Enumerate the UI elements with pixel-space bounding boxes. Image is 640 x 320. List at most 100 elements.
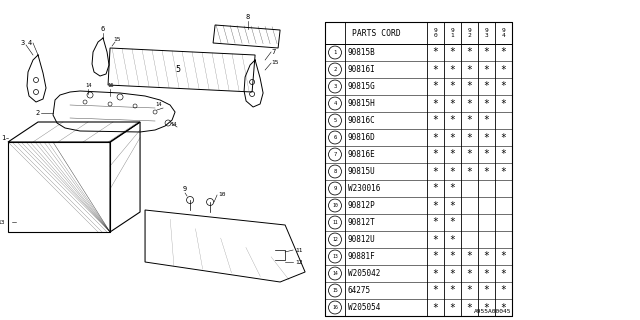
Text: 9
1: 9 1 bbox=[451, 28, 454, 38]
Text: *: * bbox=[467, 149, 472, 159]
Text: *: * bbox=[467, 132, 472, 142]
Text: *: * bbox=[449, 132, 456, 142]
Text: *: * bbox=[467, 268, 472, 278]
Text: 90816E: 90816E bbox=[348, 150, 376, 159]
Text: 4: 4 bbox=[333, 101, 337, 106]
Text: 1: 1 bbox=[333, 50, 337, 55]
Text: *: * bbox=[500, 149, 506, 159]
Text: *: * bbox=[467, 65, 472, 75]
Text: *: * bbox=[484, 149, 490, 159]
Text: *: * bbox=[433, 65, 438, 75]
Text: *: * bbox=[433, 99, 438, 108]
Text: 8: 8 bbox=[333, 169, 337, 174]
Text: 4: 4 bbox=[28, 40, 32, 46]
Text: 64275: 64275 bbox=[348, 286, 371, 295]
Text: 10: 10 bbox=[332, 203, 338, 208]
Text: 9
4: 9 4 bbox=[502, 28, 506, 38]
Text: *: * bbox=[433, 47, 438, 58]
Text: *: * bbox=[484, 65, 490, 75]
Text: *: * bbox=[433, 268, 438, 278]
Text: 90881F: 90881F bbox=[348, 252, 376, 261]
Text: 15: 15 bbox=[271, 60, 278, 66]
Text: *: * bbox=[500, 252, 506, 261]
Text: *: * bbox=[433, 82, 438, 92]
Text: W230016: W230016 bbox=[348, 184, 380, 193]
Text: *: * bbox=[500, 285, 506, 295]
Text: *: * bbox=[449, 47, 456, 58]
Bar bbox=[325, 22, 512, 316]
Text: 5: 5 bbox=[333, 118, 337, 123]
Text: *: * bbox=[484, 166, 490, 177]
Text: 7: 7 bbox=[333, 152, 337, 157]
Text: *: * bbox=[449, 252, 456, 261]
Text: 90816D: 90816D bbox=[348, 133, 376, 142]
Text: PARTS CORD: PARTS CORD bbox=[351, 28, 401, 37]
Text: 3: 3 bbox=[20, 40, 25, 46]
Text: *: * bbox=[449, 166, 456, 177]
Text: *: * bbox=[500, 82, 506, 92]
Text: *: * bbox=[449, 302, 456, 313]
Text: *: * bbox=[433, 183, 438, 194]
Text: *: * bbox=[484, 302, 490, 313]
Text: 9
3: 9 3 bbox=[484, 28, 488, 38]
Text: W205042: W205042 bbox=[348, 269, 380, 278]
Text: *: * bbox=[433, 235, 438, 244]
Text: 11: 11 bbox=[332, 220, 338, 225]
Text: 14: 14 bbox=[332, 271, 338, 276]
Text: *: * bbox=[449, 201, 456, 211]
Text: *: * bbox=[484, 252, 490, 261]
Text: *: * bbox=[500, 268, 506, 278]
Text: 14: 14 bbox=[84, 83, 92, 88]
Text: *: * bbox=[449, 99, 456, 108]
Text: *: * bbox=[433, 218, 438, 228]
Text: *: * bbox=[500, 47, 506, 58]
Text: 12: 12 bbox=[295, 260, 303, 265]
Text: *: * bbox=[433, 201, 438, 211]
Text: 15: 15 bbox=[113, 37, 120, 42]
Text: *: * bbox=[449, 116, 456, 125]
Text: *: * bbox=[449, 65, 456, 75]
Text: *: * bbox=[449, 149, 456, 159]
Text: 6: 6 bbox=[101, 26, 105, 32]
Text: *: * bbox=[433, 116, 438, 125]
Text: *: * bbox=[467, 302, 472, 313]
Text: 90815G: 90815G bbox=[348, 82, 376, 91]
Text: 6: 6 bbox=[333, 135, 337, 140]
Text: 90815U: 90815U bbox=[348, 167, 376, 176]
Text: *: * bbox=[484, 116, 490, 125]
Text: *: * bbox=[433, 166, 438, 177]
Text: *: * bbox=[433, 302, 438, 313]
Text: *: * bbox=[500, 132, 506, 142]
Text: *: * bbox=[500, 65, 506, 75]
Text: *: * bbox=[449, 235, 456, 244]
Text: 3: 3 bbox=[333, 84, 337, 89]
Text: 16: 16 bbox=[332, 305, 338, 310]
Text: 1: 1 bbox=[1, 135, 5, 141]
Text: *: * bbox=[433, 252, 438, 261]
Text: *: * bbox=[484, 268, 490, 278]
Text: 14: 14 bbox=[170, 123, 177, 127]
Text: *: * bbox=[433, 132, 438, 142]
Text: 90816I: 90816I bbox=[348, 65, 376, 74]
Text: 90815H: 90815H bbox=[348, 99, 376, 108]
Text: *: * bbox=[467, 166, 472, 177]
Text: 12: 12 bbox=[332, 237, 338, 242]
Text: *: * bbox=[484, 99, 490, 108]
Text: 9
2: 9 2 bbox=[468, 28, 472, 38]
Text: 2: 2 bbox=[36, 110, 40, 116]
Text: *: * bbox=[500, 302, 506, 313]
Text: 5: 5 bbox=[175, 66, 180, 75]
Text: 7: 7 bbox=[271, 49, 275, 55]
Text: 13: 13 bbox=[332, 254, 338, 259]
Text: A955A00045: A955A00045 bbox=[474, 309, 511, 314]
Text: 10: 10 bbox=[218, 193, 225, 197]
Text: 16: 16 bbox=[107, 83, 113, 88]
Text: *: * bbox=[449, 218, 456, 228]
Text: *: * bbox=[467, 285, 472, 295]
Text: 9
0: 9 0 bbox=[434, 28, 437, 38]
Text: 90812T: 90812T bbox=[348, 218, 376, 227]
Text: *: * bbox=[449, 285, 456, 295]
Text: *: * bbox=[484, 82, 490, 92]
Text: 13: 13 bbox=[0, 220, 5, 225]
Text: *: * bbox=[484, 285, 490, 295]
